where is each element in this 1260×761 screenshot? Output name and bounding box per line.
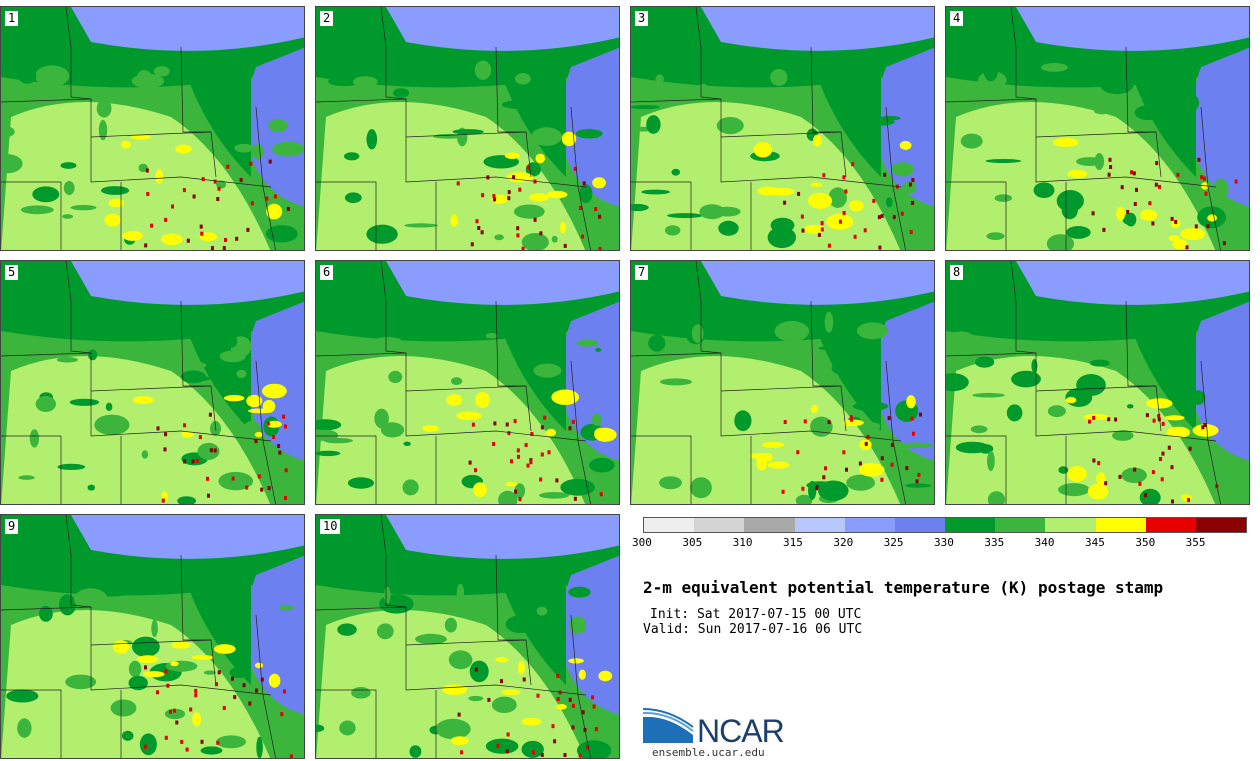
- stamp-panel-6: 6: [315, 260, 620, 505]
- colorbar-swatch: [1095, 518, 1146, 532]
- colorbar-tick-label: 320: [833, 536, 854, 549]
- stamp-panel-9: 9: [0, 514, 305, 759]
- colorbar-tick-label: 350: [1135, 536, 1156, 549]
- init-time: Init: Sat 2017-07-15 00 UTC: [650, 607, 862, 622]
- stamp-number: 8: [950, 265, 964, 280]
- stamp-panel-1: 1: [0, 6, 305, 251]
- stamp-number: 1: [5, 11, 19, 26]
- colorbar-tick-label: 315: [783, 536, 803, 549]
- colorbar-tick-label: 345: [1085, 536, 1105, 549]
- stamp-number: 4: [950, 11, 964, 26]
- ncar-logo-icon: [643, 705, 694, 743]
- colorbar-swatch: [1145, 518, 1196, 532]
- colorbar-swatch: [694, 518, 745, 532]
- colorbar-swatch: [794, 518, 845, 532]
- stamp-panel-2: 2: [315, 6, 620, 251]
- stamp-number: 9: [5, 519, 19, 534]
- colorbar-swatch: [1195, 518, 1247, 532]
- colorbar-swatch: [894, 518, 946, 532]
- stamp-number: 3: [635, 11, 649, 26]
- colorbar-swatch: [995, 518, 1046, 532]
- colorbar-swatch: [1045, 518, 1096, 532]
- stamp-panel-4: 4: [945, 6, 1250, 251]
- stamp-number: 2: [320, 11, 334, 26]
- stamp-number: 5: [5, 265, 19, 280]
- figure-title: 2-m equivalent potential temperature (K)…: [643, 578, 1164, 597]
- stamp-panel-7: 7: [630, 260, 935, 505]
- colorbar-tick-label: 340: [1034, 536, 1055, 549]
- colorbar-tick-label: 335: [984, 536, 1005, 549]
- colorbar-tick-label: 330: [934, 536, 954, 549]
- colorbar-swatch: [744, 518, 795, 532]
- logo-wordmark: NCAR: [697, 713, 785, 749]
- stamp-number: 6: [320, 265, 334, 280]
- stamp-number: 10: [320, 519, 341, 534]
- colorbar-swatch: [945, 518, 996, 532]
- colorbar-tick-label: 300: [632, 536, 652, 549]
- colorbar: [643, 517, 1247, 533]
- valid-time: Valid: Sun 2017-07-16 06 UTC: [643, 622, 863, 637]
- colorbar-tick-label: 355: [1185, 536, 1206, 549]
- colorbar-tick-label: 325: [883, 536, 904, 549]
- colorbar-swatch: [644, 518, 695, 532]
- stamp-number: 7: [635, 265, 649, 280]
- colorbar-ticks: 300 305 310 315 320 325 330 335 340 345 350 355: [632, 536, 1260, 552]
- stamp-panel-5: 5: [0, 260, 305, 505]
- stamp-panel-10: 10: [315, 514, 620, 759]
- colorbar-tick-label: 310: [732, 536, 753, 549]
- stamp-panel-3: 3: [630, 6, 935, 251]
- stamp-panel-8: 8: [945, 260, 1250, 505]
- site-url: ensemble.ucar.edu: [652, 746, 765, 759]
- colorbar-tick-label: 305: [682, 536, 703, 549]
- colorbar-swatch: [844, 518, 895, 532]
